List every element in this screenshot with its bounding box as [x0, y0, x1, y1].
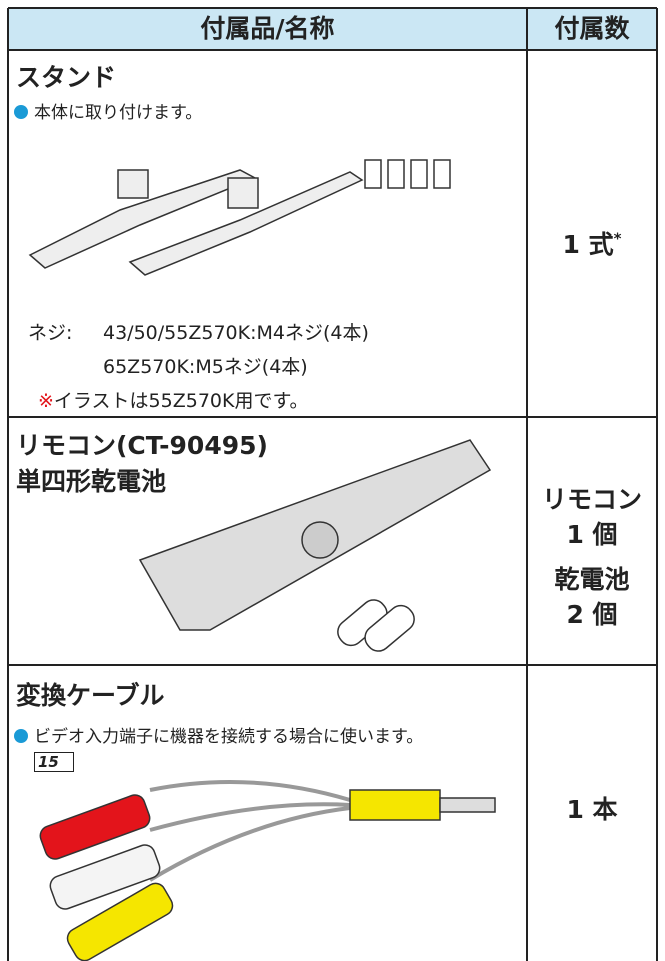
note-text: 本体に取り付けます。 [34, 103, 203, 123]
detail: ネジ: [28, 322, 73, 344]
item-name: スタンド [16, 63, 117, 92]
footnote-text: イラストは55Z570K用です。 [53, 390, 309, 412]
count: 乾電池 [554, 565, 630, 594]
item-name: 変換ケーブル [16, 681, 165, 710]
count: 1 本 [566, 795, 618, 824]
detail: 65Z570K:M5ネジ(4本) [103, 356, 308, 378]
header-cell: 付属数 [554, 14, 630, 43]
count-text: 1 式 [562, 230, 614, 259]
header-cell: 付属品/名称 [200, 14, 335, 43]
header-bg [8, 8, 657, 50]
count: 1 式* [527, 225, 657, 261]
count: 2 個 [566, 600, 618, 629]
item-note: ビデオ入力端子に機器を接続する場合に使います。 [14, 722, 423, 747]
count: リモコン [541, 485, 642, 514]
item-note: 本体に取り付けます。 [14, 98, 202, 123]
footnote: ※イラストは55Z570K用です。 [38, 386, 309, 413]
page-ref: 15 [34, 752, 74, 772]
item-name: 単四形乾電池 [16, 467, 167, 496]
footnote-mark: ※ [38, 390, 54, 412]
note-text: ビデオ入力端子に機器を接続する場合に使います。 [34, 727, 424, 747]
item-name: リモコン(CT-90495) [16, 431, 268, 460]
count: 1 個 [566, 520, 618, 549]
detail: 43/50/55Z570K:M4ネジ(4本) [103, 322, 369, 344]
count-mark: * [613, 229, 622, 248]
